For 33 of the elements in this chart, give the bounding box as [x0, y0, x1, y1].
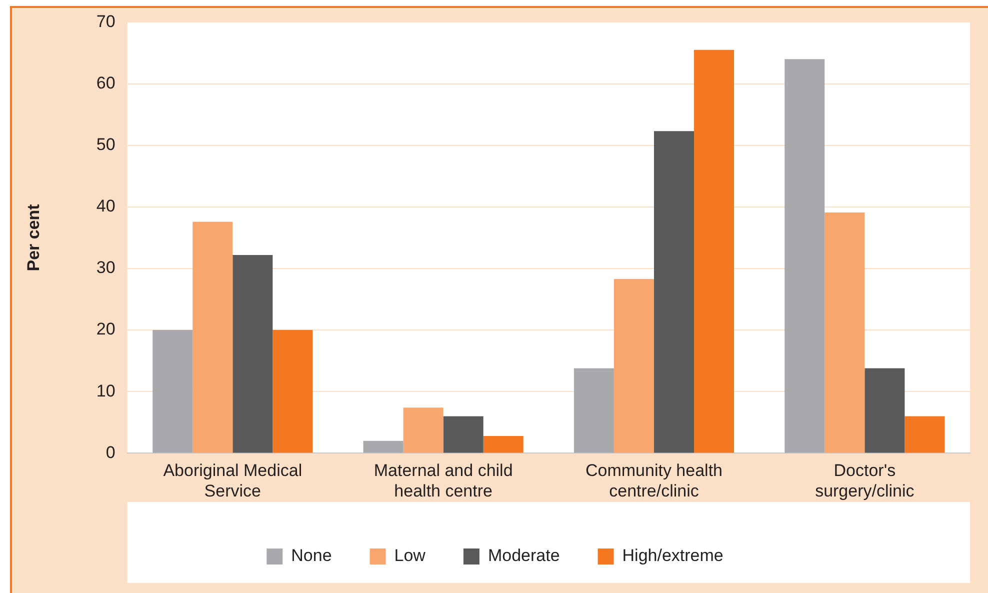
legend-label: High/extreme: [622, 546, 724, 566]
bar: [443, 416, 484, 453]
bar: [694, 50, 734, 453]
bar: [152, 330, 193, 453]
y-tick-label: 60: [96, 73, 116, 92]
bar: [654, 131, 694, 453]
bar: [363, 440, 404, 453]
legend-label: Moderate: [488, 546, 560, 566]
y-tick-label: 40: [96, 196, 116, 216]
y-tick-label: 50: [96, 135, 116, 154]
bar: [192, 222, 233, 453]
y-tick-label: 0: [106, 442, 116, 462]
bar: [904, 416, 945, 453]
y-tick-label: 30: [96, 258, 116, 278]
x-tick-label: Maternal and child health centre: [374, 461, 513, 500]
bar: [403, 408, 444, 453]
y-axis-title: Per cent: [24, 204, 43, 272]
x-tick-label: Community health centre/clinic: [585, 461, 722, 500]
bar: [232, 254, 273, 453]
bar: [614, 278, 654, 453]
bar: [784, 59, 825, 453]
y-tick-label: 20: [96, 320, 116, 339]
bar: [272, 330, 313, 453]
bar: [574, 368, 614, 453]
bar: [824, 212, 865, 453]
x-tick-label: Aboriginal Medical Service: [163, 461, 302, 500]
legend-label: None: [291, 546, 332, 566]
x-tick-label: Doctor's surgery/clinic: [815, 461, 915, 500]
y-tick-label: 10: [96, 381, 116, 400]
y-tick-label: 70: [96, 12, 116, 31]
bar: [864, 368, 905, 453]
bar: [483, 436, 524, 453]
legend-label: Low: [394, 546, 426, 566]
